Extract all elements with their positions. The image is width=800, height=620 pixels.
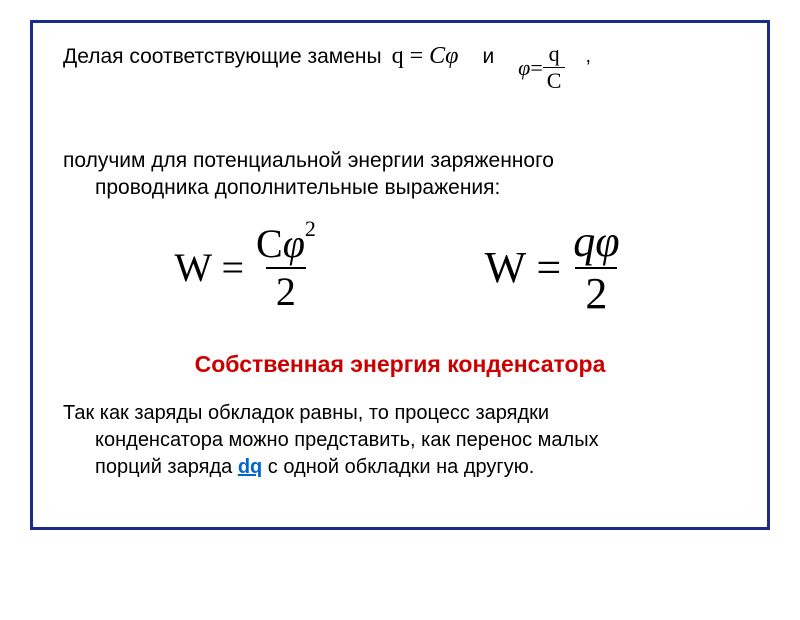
eq2-denominator: C [543,67,566,92]
trailing-comma: , [585,45,591,68]
eq1-lhs: q [392,43,404,69]
equation-q-eq-cphi: q = Cφ [392,43,459,70]
section-title: Собственная энергия конденсатора [63,351,737,378]
paragraph-capacitor: Так как заряды обкладок равны, то процес… [63,400,737,481]
eqw2-lhs: W = [485,242,562,293]
line3c: порций заряда dq с одной обкладки на дру… [63,456,534,478]
intro-line: Делая соответствующие замены q = Cφ и φ … [63,43,737,92]
paragraph-potential-energy: получим для потенциальной энергии заряже… [63,147,737,202]
equation-w-cphi2-over-2: W = Cφ2 2 [174,224,321,312]
eqw1-denominator: 2 [266,267,306,312]
eqw1-c: C [256,221,283,266]
line2b: проводника дополнительные выражения: [63,176,500,199]
eqw1-numerator: Cφ2 [250,224,322,267]
equation-row: W = Cφ2 2 W = qφ 2 [73,220,727,316]
eqw2-numerator: qφ [567,220,625,267]
eq2-equals: = [530,55,542,81]
eqw1-fraction: Cφ2 2 [250,224,322,312]
eqw2-denominator: 2 [575,267,617,316]
line3c-pre: порций заряда [95,456,238,478]
eq2-fraction: q C [543,43,566,92]
equation-w-qphi-over-2: W = qφ 2 [485,220,626,316]
eqw1-phi: φ [283,221,305,266]
line2a: получим для потенциальной энергии заряже… [63,149,554,172]
equation-phi-eq-q-over-c: φ = q C [518,43,565,92]
eq1-equals: = [404,43,430,69]
eq2-numerator: q [545,43,564,67]
line3a: Так как заряды обкладок равны, то процес… [63,402,549,424]
eqw1-sup: 2 [305,216,316,241]
line3c-post: с одной обкладки на другую. [262,456,534,478]
eqw2-fraction: qφ 2 [567,220,625,316]
eq2-lhs: φ [518,55,530,81]
eq1-rhs: Cφ [429,43,458,69]
dq-symbol: dq [238,456,262,478]
line3b: конденсатора можно представить, как пере… [63,429,599,451]
intro-text: Делая соответствующие замены [63,43,382,69]
eqw1-lhs: W = [174,244,244,291]
and-text: и [482,43,494,69]
slide-frame: Делая соответствующие замены q = Cφ и φ … [30,20,770,530]
